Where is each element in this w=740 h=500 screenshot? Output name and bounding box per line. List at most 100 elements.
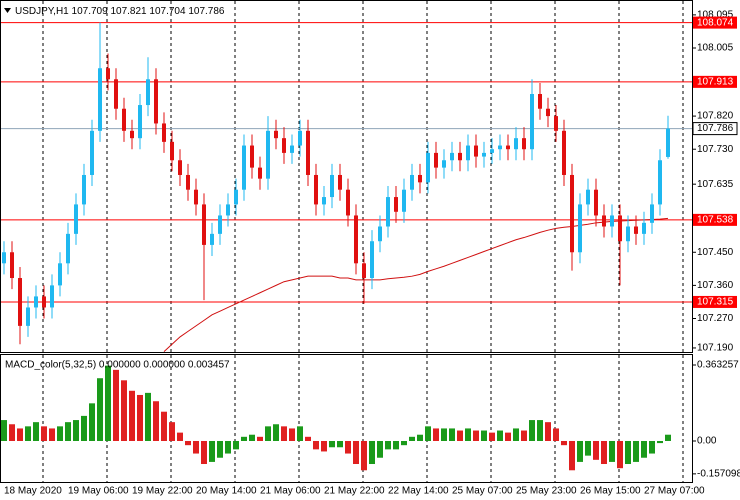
y-tick-label: 0.363257 [697,360,739,371]
candle-body [322,197,326,205]
macd-bar [633,440,639,462]
macd-bar [361,440,367,471]
macd-bar [225,440,231,454]
candle-body [122,108,126,131]
candle-body [594,189,598,216]
candle-body [218,215,222,234]
macd-bar [513,428,519,441]
candle-body [506,145,510,150]
macd-bar [121,380,127,441]
candle-body [394,197,398,212]
macd-bar [417,434,423,441]
candle-body [10,252,14,279]
candle-body [162,123,166,142]
macd-bar [665,434,671,441]
candle-body [250,145,254,168]
candle-body [74,204,78,234]
menu-arrow [4,8,11,13]
candle-body [538,94,542,109]
macd-bar [313,440,319,450]
macd-bar [249,434,255,441]
last-open: 107.709 [72,6,109,17]
candle-body [634,226,638,234]
candle-body [426,152,430,183]
y-tick-label: 107.730 [697,144,734,155]
macd-bar [553,428,559,441]
candle-body [666,128,670,157]
macd-bar [657,440,663,444]
candle-body [170,141,174,161]
macd-header: MACD_color(5,32,5) 0.000000 0.000000 0.0… [5,360,230,371]
y-tick-label: 107.270 [697,313,734,324]
candle-body [298,130,302,146]
x-tick-label: 20 May 14:00 [196,486,257,497]
price-panel [0,0,693,353]
candle-body [266,130,270,179]
macd-bar [569,440,575,471]
macd-bar [89,403,95,441]
candle-body [90,130,94,175]
macd-bar [97,378,103,441]
candle-body [418,174,422,183]
macd-bar [161,411,167,441]
macd-bar [289,428,295,441]
macd-bar [273,424,279,441]
macd-bar [201,440,207,465]
macd-bar [449,428,455,441]
macd-bar [609,440,615,462]
macd-bar [537,420,543,441]
macd-bar [41,426,47,441]
candle-body [306,130,310,175]
candle-body [450,152,454,161]
macd-bar [457,430,463,441]
macd-bar [377,440,383,458]
candle-body [330,174,334,198]
candle-body [210,233,214,245]
macd-bar [649,440,655,454]
candle-body [586,189,590,205]
y-tick-label: 108.005 [697,43,734,54]
macd-bar [577,440,583,462]
macd-bar [257,436,263,441]
macd-bar [193,440,199,454]
y-tick-label: 107.450 [697,247,734,258]
macd-bar [473,430,479,441]
candle-body [354,215,358,264]
candle-body [106,68,110,80]
y-tick-label: -0.157098 [697,469,740,480]
macd-bar [113,369,119,441]
x-tick-label: 21 May 22:00 [324,486,385,497]
candle-body [658,160,662,205]
candle-body [130,130,134,139]
candle-body [458,152,462,161]
macd-bar [441,428,447,441]
macd-bar [593,440,599,460]
macd-bar [489,432,495,441]
x-tick-label: 25 May 23:00 [516,486,577,497]
x-tick-label: 18 May 2020 [4,486,62,497]
macd-bar [625,440,631,465]
macd-bar [465,428,471,441]
level-label: 107.315 [697,297,734,308]
candle-body [522,138,526,150]
macd-bar [105,365,111,441]
candle-body [474,145,478,157]
x-tick-label: 19 May 06:00 [68,486,129,497]
candle-body [146,79,150,106]
last-low: 107.704 [149,6,186,17]
level-tag [693,16,737,29]
candle-body [562,130,566,175]
macd-bar [521,430,527,441]
candle-body [34,296,38,308]
x-tick-label: 25 May 07:00 [452,486,513,497]
macd-bar [481,430,487,441]
x-tick-label: 19 May 22:00 [132,486,193,497]
y-tick-label: 107.360 [697,280,734,291]
macd-bar [265,426,271,441]
candle-body [274,130,278,139]
macd-bar [641,440,647,458]
candle-body [410,174,414,190]
macd-bar [561,440,567,446]
